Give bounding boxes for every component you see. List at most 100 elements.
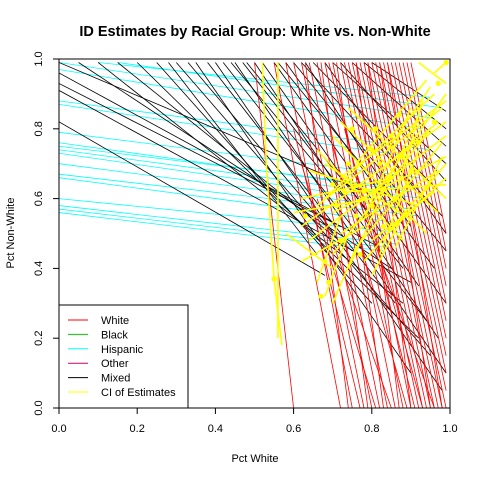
- series-line-white: [387, 62, 443, 408]
- estimate-point: [271, 276, 277, 282]
- series-line-ci-of-estimates: [308, 169, 419, 207]
- series-mixed: [59, 62, 447, 391]
- series-line-mixed: [59, 90, 412, 283]
- legend: White Black Hispanic Other Mixed CI of Estima…: [58, 304, 189, 409]
- x-axis-label: Pct White: [231, 453, 278, 465]
- estimate-point: [373, 126, 379, 132]
- estimate-point: [353, 213, 359, 219]
- series-line-hispanic: [59, 173, 419, 217]
- series-line-mixed: [371, 62, 447, 112]
- estimate-point: [318, 293, 324, 299]
- series-line-ci-of-estimates: [301, 225, 365, 263]
- x-tick-label: 0.6: [286, 423, 301, 435]
- series-line-white: [406, 62, 447, 252]
- series-line-mixed: [117, 62, 353, 252]
- estimate-point: [357, 251, 363, 258]
- estimate-point: [396, 112, 402, 118]
- series-line-white: [293, 62, 365, 408]
- series-line-hispanic: [59, 198, 411, 234]
- series-line-hispanic: [59, 62, 435, 119]
- series-line-mixed: [156, 62, 373, 304]
- series-line-white: [387, 62, 447, 339]
- series-line-hispanic: [59, 142, 411, 193]
- series-line-ci-of-estimates: [394, 156, 443, 248]
- estimate-point: [392, 196, 398, 202]
- series-line-ci-of-estimates: [293, 197, 372, 214]
- series-line-mixed: [59, 121, 326, 276]
- estimate-point: [400, 154, 406, 160]
- series-line-ci-of-estimates: [261, 62, 268, 164]
- series-line-ci-of-estimates: [324, 233, 350, 297]
- series-line-hispanic: [59, 208, 388, 248]
- series-line-ci-of-estimates: [265, 163, 275, 279]
- series-line-mixed: [324, 62, 447, 234]
- series-line-ci-of-estimates: [394, 100, 424, 199]
- series-line-ci-of-estimates: [340, 100, 447, 179]
- estimate-point: [326, 279, 332, 285]
- estimate-point: [431, 119, 437, 125]
- legend-box: [58, 304, 189, 409]
- y-tick-label: 1.0: [33, 51, 45, 66]
- y-axis-label: Pct Non-White: [5, 198, 17, 269]
- series-line-mixed: [175, 62, 431, 356]
- series-line-mixed: [254, 62, 439, 339]
- estimate-point: [345, 161, 351, 167]
- series-line-white: [340, 62, 412, 408]
- estimate-point: [384, 175, 391, 181]
- series-line-ci-of-estimates: [339, 121, 439, 214]
- series-line-mixed: [78, 62, 392, 269]
- x-tick-label: 1.0: [442, 423, 457, 435]
- legend-label: Mixed: [101, 373, 130, 385]
- series-line-white: [379, 62, 447, 374]
- estimate-point: [388, 133, 394, 139]
- estimate-point: [435, 80, 441, 87]
- series-estimate-points: [271, 59, 449, 299]
- series-line-mixed: [59, 83, 341, 227]
- y-tick-label: 0.8: [33, 121, 45, 136]
- x-tick-label: 0.0: [51, 423, 66, 435]
- legend-label: CI of Estimates: [101, 387, 176, 399]
- legend-label: White: [101, 315, 129, 327]
- series-line-white: [379, 62, 431, 408]
- y-tick-label: 0.6: [33, 191, 45, 206]
- estimate-point: [337, 237, 344, 244]
- series-line-white: [402, 62, 447, 269]
- series-line-ci-of-estimates: [379, 121, 439, 172]
- series-line-white: [390, 62, 447, 321]
- estimate-point: [322, 258, 328, 265]
- chart-title: ID Estimates by Racial Group: White vs. …: [79, 24, 430, 40]
- series-line-mixed: [187, 62, 334, 234]
- estimate-point: [423, 185, 430, 191]
- plot-frame: [58, 58, 451, 409]
- y-axis: 0.0 0.2 0.4 0.6 0.8 1.0: [33, 51, 59, 416]
- series-line-ci-of-estimates: [301, 176, 396, 200]
- series-line-white: [398, 62, 447, 286]
- series-line-white: [273, 62, 341, 408]
- series-line-mixed: [59, 62, 365, 192]
- estimate-point: [334, 202, 340, 209]
- plot-data-layer: [59, 59, 449, 408]
- estimate-point: [330, 182, 336, 188]
- y-tick-label: 0.4: [33, 261, 45, 276]
- series-line-mixed: [312, 62, 447, 199]
- series-line-white: [254, 62, 294, 408]
- series-line-ci-of-estimates: [340, 170, 439, 235]
- series-line-hispanic: [59, 205, 396, 245]
- series-line-white: [371, 62, 447, 408]
- series-line-white: [336, 62, 384, 408]
- series-line-ci-of-estimates: [418, 61, 447, 85]
- series-line-ci-of-estimates: [347, 107, 447, 200]
- series-line-hispanic: [98, 62, 431, 98]
- series-line-mixed: [340, 62, 447, 182]
- series-line-ci-of-estimates: [332, 156, 447, 214]
- series-line-ci-of-estimates: [386, 86, 432, 151]
- series-line-ci-of-estimates: [332, 128, 432, 255]
- estimate-point: [369, 147, 375, 153]
- series-line-white: [367, 62, 412, 408]
- series-line-ci-of-estimates: [355, 79, 428, 165]
- estimate-point: [443, 59, 449, 66]
- series-line-mixed: [273, 62, 447, 304]
- series-line-hispanic: [59, 100, 431, 151]
- series-line-mixed: [222, 62, 427, 321]
- series-line-mixed: [168, 62, 318, 255]
